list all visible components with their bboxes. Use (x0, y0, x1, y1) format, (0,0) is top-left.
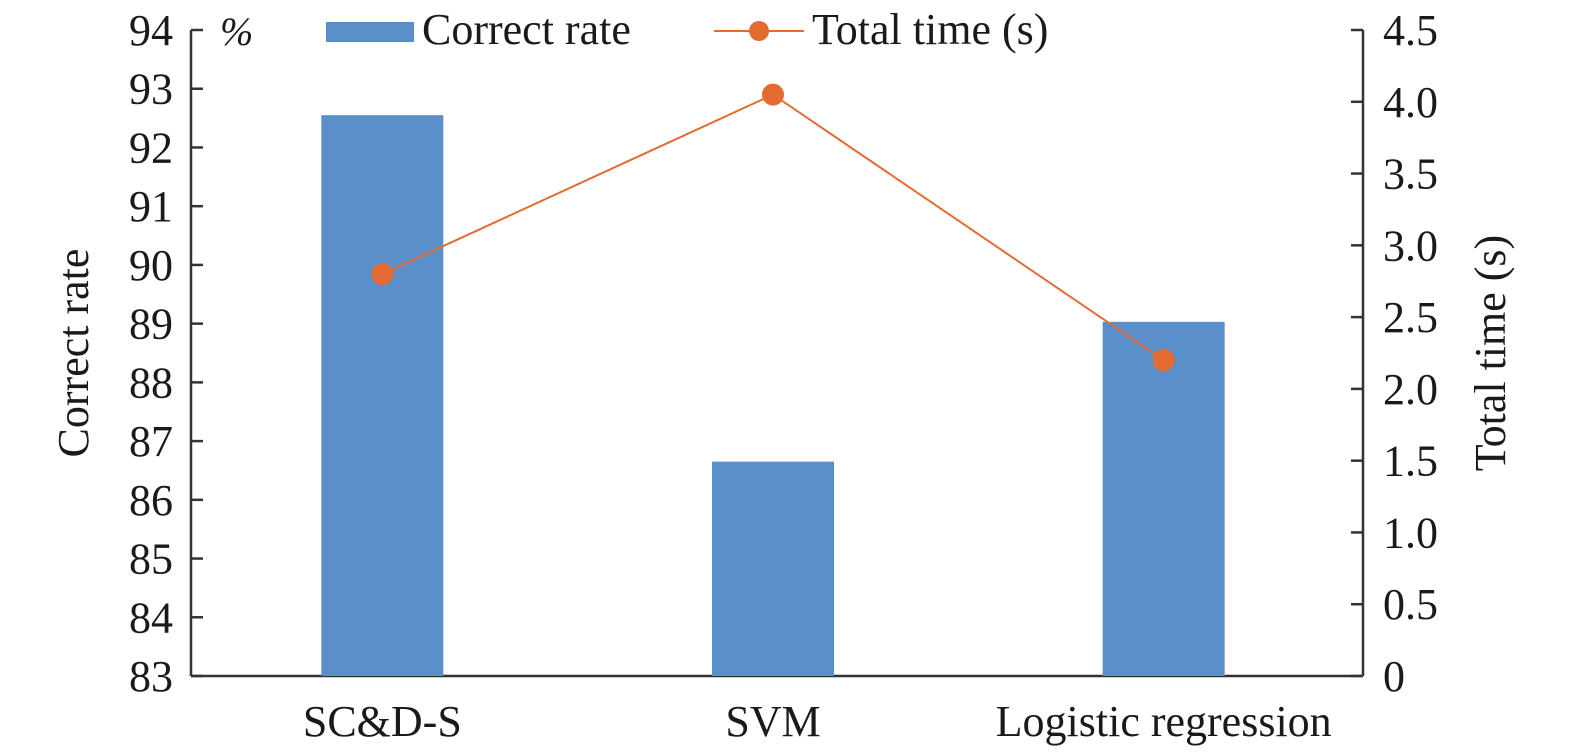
right-y-ticks: 0 0.5 1.0 1.5 2.0 2.5 3.0 3.5 4.0 4.5 (1351, 6, 1438, 701)
left-y-axis-title: Correct rate (49, 249, 98, 458)
legend: Correct rate Total time (s) (326, 5, 1048, 54)
left-tick-label: 86 (129, 476, 173, 525)
left-tick-label: 90 (129, 241, 173, 290)
right-tick-label: 3.5 (1383, 150, 1438, 199)
left-tick-label: 92 (129, 123, 173, 172)
right-tick-label: 1.5 (1383, 437, 1438, 486)
right-tick-label: 0 (1383, 652, 1405, 701)
right-tick-label: 4.0 (1383, 78, 1438, 127)
plot-area: 83 84 85 86 87 88 89 90 91 92 93 94 0 0.5 1.0 1.5 2.0 2.… (129, 6, 1438, 746)
bar-correct-rate (321, 115, 444, 677)
left-tick-label: 84 (129, 593, 173, 642)
right-tick-label: 1.0 (1383, 508, 1438, 557)
legend-label-correct-rate: Correct rate (422, 5, 631, 54)
line-series (371, 83, 1175, 372)
right-tick-label: 2.0 (1383, 365, 1438, 414)
left-tick-label: 83 (129, 652, 173, 701)
point-total-time (1152, 349, 1175, 372)
legend-label-total-time: Total time (s) (812, 5, 1048, 54)
point-total-time (371, 263, 394, 286)
left-tick-label: 93 (129, 65, 173, 114)
left-tick-label: 88 (129, 358, 173, 407)
legend-bar-swatch (326, 22, 414, 42)
bar-correct-rate (712, 461, 834, 676)
x-category-label: SVM (725, 697, 820, 746)
bar-correct-rate (1102, 321, 1225, 676)
right-tick-label: 3.0 (1383, 221, 1438, 270)
y-unit-label: % (220, 9, 253, 54)
left-tick-label: 91 (129, 182, 173, 231)
legend-line-marker (749, 21, 769, 41)
x-category-label: Logistic regression (996, 697, 1332, 746)
left-y-ticks: 83 84 85 86 87 88 89 90 91 92 93 94 (129, 6, 203, 701)
bar-series (321, 115, 1225, 677)
x-category-label: SC&D-S (303, 697, 462, 746)
left-tick-label: 94 (129, 6, 173, 55)
point-total-time (762, 83, 784, 106)
left-tick-label: 87 (129, 417, 173, 466)
right-tick-label: 0.5 (1383, 580, 1438, 629)
right-tick-label: 4.5 (1383, 6, 1438, 55)
right-y-axis-title: Total time (s) (1466, 235, 1515, 471)
line-total-time (381, 93, 1165, 362)
x-category-labels: SC&D-S SVM Logistic regression (303, 697, 1332, 746)
left-tick-label: 89 (129, 300, 173, 349)
right-tick-label: 2.5 (1383, 293, 1438, 342)
left-tick-label: 85 (129, 535, 173, 584)
